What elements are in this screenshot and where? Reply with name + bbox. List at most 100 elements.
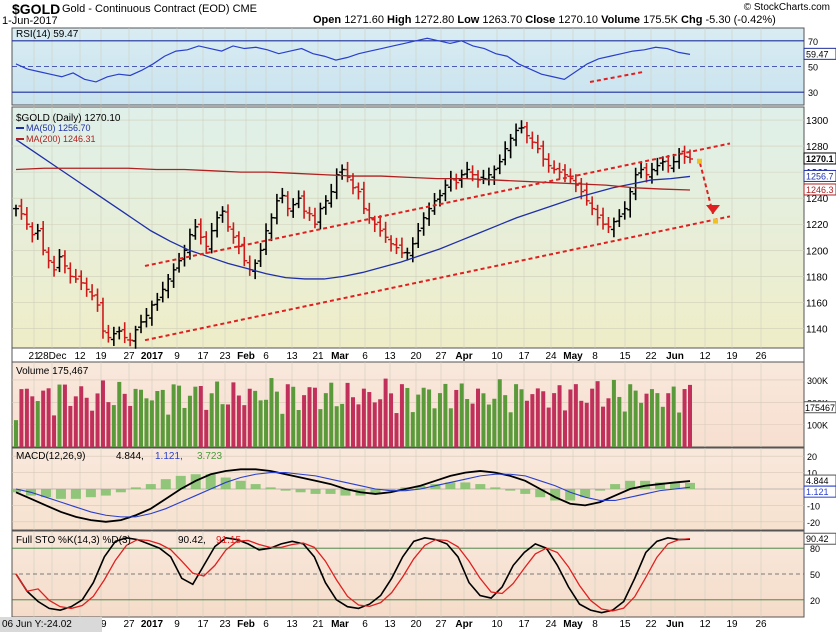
description-text: Gold - Continuous Contract (EOD) — [62, 3, 230, 15]
volume-bar — [117, 381, 122, 447]
x-tick-label: 27 — [435, 351, 447, 362]
price-bar — [13, 204, 19, 217]
price-bar — [311, 207, 318, 229]
rsi-trend-line — [589, 71, 644, 83]
macd-histogram-bar — [70, 489, 81, 499]
price-bar — [534, 134, 541, 154]
volume-bar — [405, 387, 410, 447]
rsi-value-label: 59.47 — [806, 49, 829, 59]
macd-histogram-bar — [295, 489, 306, 493]
price-bar — [192, 219, 199, 240]
price-bar — [143, 307, 150, 328]
macd-histogram-bar — [490, 487, 501, 489]
volume-bar — [209, 393, 214, 447]
volume-bar — [568, 389, 573, 447]
volume-bar — [30, 396, 35, 447]
x-tick-label: 22 — [645, 351, 657, 362]
x-tick-label: 24 — [545, 351, 557, 362]
macd-signal-value-box — [803, 485, 836, 498]
ma50-line — [15, 139, 691, 280]
volume-bar — [95, 393, 100, 447]
price-bar — [45, 247, 52, 269]
close-value: 1270.10 — [558, 14, 599, 26]
x-tick-label-bottom: 17 — [518, 619, 530, 630]
price-bar — [322, 195, 329, 215]
price-bar — [224, 204, 231, 232]
x-tick-label-bottom: 21 — [312, 619, 324, 630]
volume-bar — [73, 396, 78, 447]
high-label: High — [387, 14, 412, 26]
price-bar — [165, 273, 172, 299]
sto-k-line — [15, 537, 691, 614]
volume-bar — [62, 384, 67, 447]
price-y-tick: 1220 — [806, 220, 829, 231]
macd-histogram-bar — [280, 489, 291, 491]
x-tick-label: 10 — [491, 351, 503, 362]
price-bar — [61, 250, 68, 274]
volume-bar — [524, 400, 529, 447]
price-bar — [219, 206, 226, 223]
price-bar — [643, 162, 650, 183]
volume-bar — [530, 394, 535, 447]
volume-value: 175.5K — [643, 14, 678, 26]
price-bar — [295, 190, 302, 209]
price-bar — [616, 209, 623, 227]
x-tick-label-bottom: 27 — [435, 619, 447, 630]
volume-bar — [649, 389, 654, 447]
volume-bar — [448, 408, 453, 447]
x-tick-label: 19 — [726, 351, 738, 362]
volume-bar — [383, 378, 388, 447]
x-tick-label: 20 — [410, 351, 422, 362]
upper-trend-line — [144, 142, 731, 267]
lower-trend-line — [144, 215, 731, 342]
macd-histogram-bar — [595, 489, 606, 491]
volume-bar — [247, 388, 252, 447]
macd-histogram-bar — [85, 489, 96, 498]
x-tick-label: 17 — [197, 351, 209, 362]
x-tick-label: 21 — [312, 351, 324, 362]
volume-bar — [253, 390, 258, 447]
volume-bar — [606, 398, 611, 447]
volume-bar — [52, 415, 57, 447]
volume-bar — [242, 405, 247, 447]
price-bar — [56, 249, 63, 273]
price-bar — [263, 223, 270, 256]
price-panel — [11, 106, 805, 349]
volume-bar — [220, 404, 225, 447]
price-bar — [360, 181, 367, 215]
price-bar — [121, 322, 128, 344]
price-bar — [127, 332, 134, 347]
ma50-legend-label: MA(50) 1256.70 — [26, 123, 91, 133]
macd-signal-line — [15, 472, 691, 518]
macd-histogram-bar — [535, 489, 546, 498]
volume-bar — [514, 384, 519, 447]
volume-bar — [633, 390, 638, 447]
price-y-tick: 1200 — [806, 246, 829, 257]
volume-bar — [182, 407, 187, 447]
price-bar — [388, 235, 395, 252]
volume-bar — [264, 399, 269, 447]
price-bar — [556, 162, 563, 180]
volume-bar — [111, 405, 116, 447]
macd-histogram-bar — [265, 487, 276, 489]
volume-bar — [573, 384, 578, 447]
volume-bar — [476, 388, 481, 447]
macd-histogram-bar — [475, 484, 486, 489]
volume-bar — [639, 402, 644, 447]
x-tick-label-bottom: 27 — [123, 619, 135, 630]
x-tick-label: 27 — [123, 351, 135, 362]
macd-histogram-bar — [145, 484, 156, 489]
x-tick-label: 23 — [219, 351, 231, 362]
price-bar — [94, 288, 101, 312]
price-value-box — [803, 152, 836, 165]
price-bar — [654, 157, 661, 176]
macd-histogram-bar — [520, 489, 531, 494]
macd-signal-value-label: 1.121 — [806, 487, 829, 497]
x-tick-label-bottom: 26 — [755, 619, 767, 630]
volume-bar — [128, 405, 133, 447]
price-bar — [154, 292, 161, 311]
price-bar — [344, 161, 351, 183]
volume-bar — [481, 393, 486, 447]
price-bar — [89, 284, 96, 301]
